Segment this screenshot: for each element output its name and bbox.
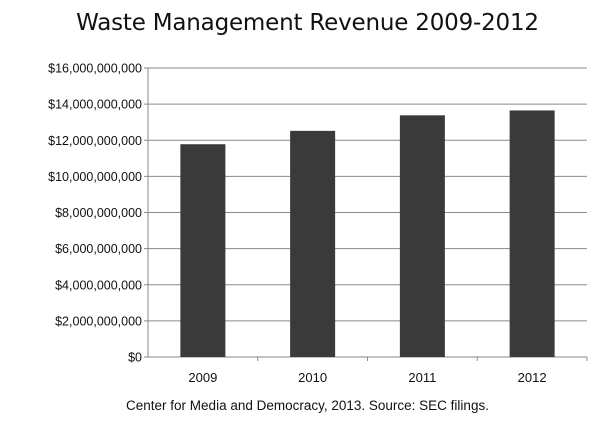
y-tick-labels: $0 $2,000,000,000 $4,000,000,000 $6,000,000…	[48, 62, 142, 365]
y-tick-label: $14,000,000,000	[48, 98, 142, 112]
bar-2011	[399, 115, 445, 357]
y-tick-label: $4,000,000,000	[55, 278, 142, 292]
source-note: Center for Media and Democracy, 2013. So…	[126, 398, 489, 413]
y-tick-label: $2,000,000,000	[55, 314, 142, 328]
y-tick-label: $16,000,000,000	[48, 62, 142, 76]
y-tick-label: $12,000,000,000	[48, 134, 142, 148]
chart-title: Waste Management Revenue 2009-2012	[76, 10, 539, 36]
y-tick-label: $6,000,000,000	[55, 242, 142, 256]
bar-2012	[509, 110, 555, 358]
x-tick-label: 2011	[408, 370, 436, 385]
y-tick-label: $0	[128, 351, 142, 365]
x-tick-label: 2012	[518, 370, 547, 385]
y-tick-label: $10,000,000,000	[48, 170, 142, 184]
bar-2010	[290, 130, 336, 357]
x-tick-label: 2009	[188, 370, 217, 385]
y-tick-label: $8,000,000,000	[55, 206, 142, 220]
x-tick-label: 2010	[298, 370, 327, 385]
x-tick-labels: 2009 2010 2011 2012	[188, 370, 546, 385]
bar-2009	[180, 144, 226, 357]
bars	[180, 110, 555, 358]
